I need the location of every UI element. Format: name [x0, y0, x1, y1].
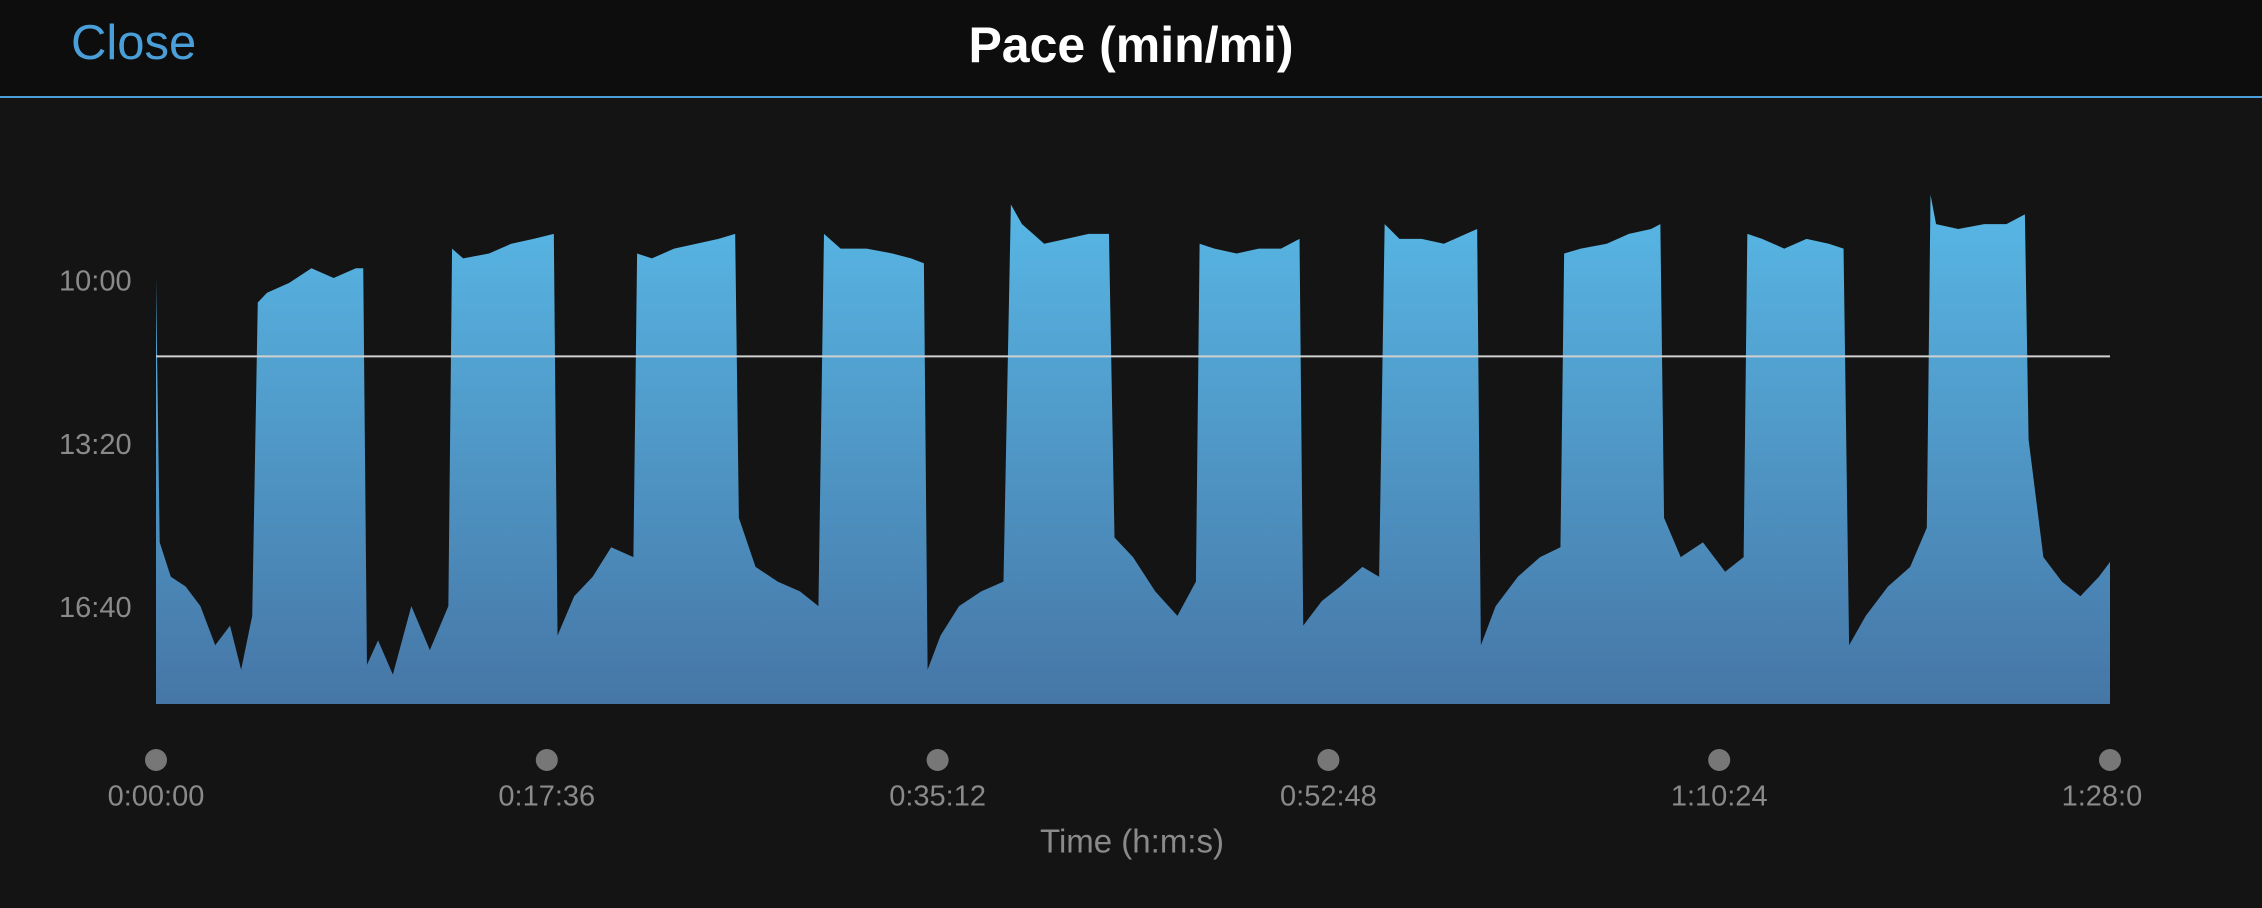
header-bar: [0, 0, 2262, 97]
x-tick-label: 1:10:24: [1671, 781, 1768, 813]
y-tick-label: 16:40: [59, 592, 132, 624]
x-tick-dot: [926, 749, 949, 771]
y-tick-label: 10:00: [59, 266, 132, 298]
x-tick-label: 0:17:36: [498, 781, 595, 813]
x-tick-dot: [1708, 749, 1731, 771]
x-tick-dot: [145, 749, 167, 771]
x-tick-label: 0:52:48: [1280, 781, 1377, 813]
x-tick-dot: [535, 749, 558, 771]
x-axis-title: Time (h:m:s): [1040, 823, 1224, 860]
x-tick-dot: [2099, 749, 2121, 771]
y-tick-label: 13:20: [59, 429, 132, 461]
x-tick-dot: [1317, 749, 1340, 771]
x-tick-label: 1:28:00: [2062, 781, 2159, 813]
plot: 10:00 13:20 16:40 0:00:00 0:17:36 0:35:12 0:52…: [59, 194, 2159, 813]
pace-area: [156, 194, 2110, 705]
chart-title: Pace (min/mi): [968, 17, 1293, 73]
x-tick-label: 0:35:12: [889, 781, 986, 813]
x-tick-label: 0:00:00: [108, 781, 205, 813]
close-button[interactable]: Close: [71, 16, 196, 70]
